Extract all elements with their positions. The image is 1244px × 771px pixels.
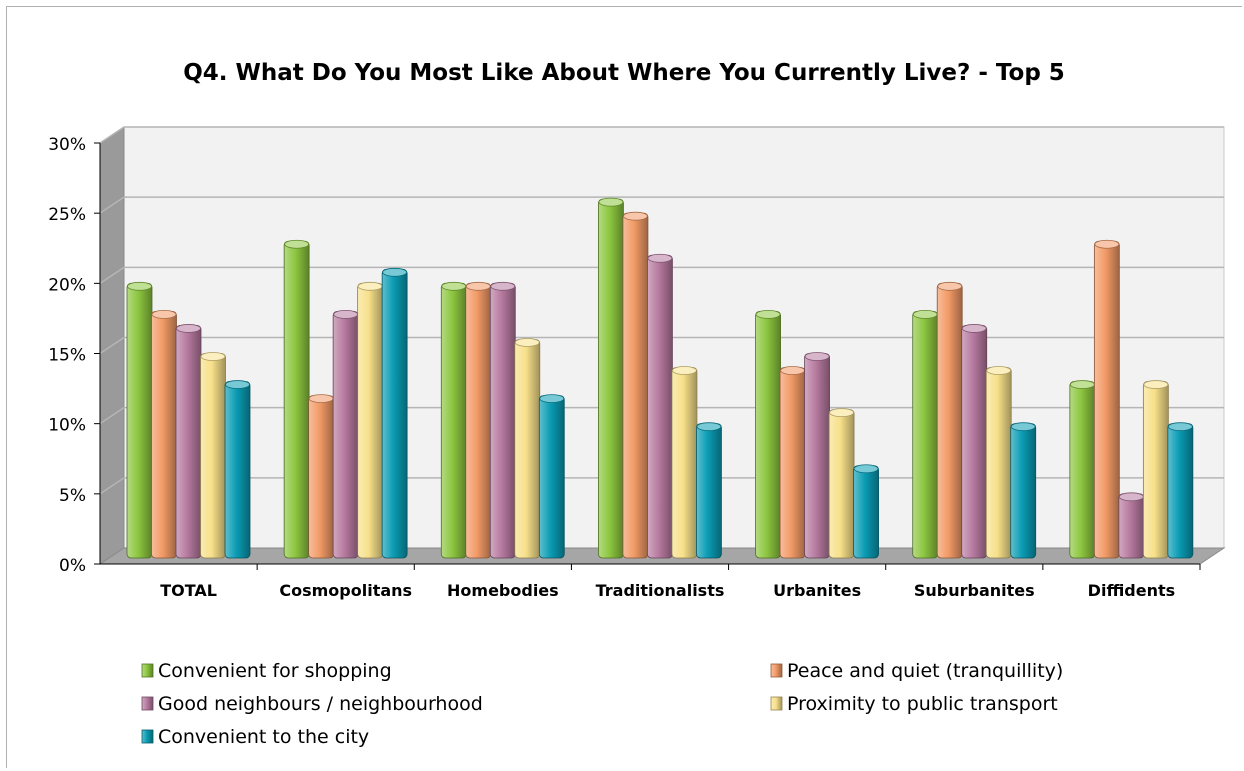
bar-total-5 <box>224 380 251 559</box>
y-tick-label: 5% <box>59 486 86 506</box>
legend-item-5: Convenient to the city <box>141 726 369 748</box>
bar-diffidents-4 <box>1142 380 1169 559</box>
x-tick-label: TOTAL <box>160 581 217 600</box>
y-tick-label: 10% <box>48 416 86 436</box>
bar-urbanites-1 <box>755 309 781 559</box>
y-tick-label: 0% <box>59 556 86 576</box>
legend-label: Good neighbours / neighbourhood <box>158 693 483 715</box>
bar-suburbanites-3 <box>961 324 988 559</box>
bar-homebodies-2 <box>465 281 492 559</box>
legend-label: Peace and quiet (tranquillity) <box>787 660 1063 682</box>
bar-cosmopolitans-3 <box>332 309 359 559</box>
legend-label: Convenient for shopping <box>158 660 392 682</box>
chart-frame <box>6 6 1242 768</box>
bar-homebodies-5 <box>538 394 565 559</box>
legend-swatch <box>770 663 783 678</box>
bar-cosmopolitans-4 <box>357 281 384 559</box>
y-tick-label: 25% <box>48 205 86 225</box>
bar-total-4 <box>200 352 226 559</box>
y-tick-label: 15% <box>48 346 86 366</box>
bar-total-3 <box>175 324 202 559</box>
bar-homebodies-3 <box>489 281 516 559</box>
gridline-side <box>99 196 125 214</box>
bar-homebodies-1 <box>440 281 467 559</box>
x-tick-label: Suburbanites <box>914 581 1035 600</box>
legend-swatch <box>141 663 154 678</box>
gridline-side <box>99 266 125 284</box>
bar-urbanites-4 <box>828 408 855 559</box>
legend-swatch <box>141 729 154 744</box>
legend-swatch <box>770 696 783 711</box>
bar-traditionalists-1 <box>598 197 624 559</box>
legend-item-3: Good neighbours / neighbourhood <box>141 693 483 715</box>
bar-suburbanites-5 <box>1010 422 1037 559</box>
bar-suburbanites-2 <box>936 281 963 559</box>
x-tick-label: Traditionalists <box>596 581 725 600</box>
bar-cosmopolitans-1 <box>283 239 310 559</box>
gridline-side <box>99 407 125 425</box>
x-tick-label: Homebodies <box>447 581 559 600</box>
bar-suburbanites-4 <box>985 366 1012 559</box>
bar-urbanites-2 <box>779 366 806 559</box>
bar-diffidents-3 <box>1118 492 1145 559</box>
bar-urbanites-3 <box>804 352 830 559</box>
x-tick-label: Diffidents <box>1088 581 1175 600</box>
bar-traditionalists-4 <box>671 366 698 559</box>
bar-homebodies-4 <box>514 338 541 559</box>
legend-item-1: Convenient for shopping <box>141 660 392 682</box>
legend: Convenient for shopping Peace and quiet (… <box>141 660 1063 748</box>
legend-swatch <box>141 696 154 711</box>
legend-item-4: Proximity to public transport <box>770 693 1058 715</box>
y-tick-label: 20% <box>48 275 86 295</box>
bar-traditionalists-5 <box>696 422 722 559</box>
legend-label: Convenient to the city <box>158 726 369 748</box>
chart-title: Q4. What Do You Most Like About Where Yo… <box>183 60 1065 86</box>
bar-suburbanites-1 <box>912 309 939 559</box>
bar-total-2 <box>151 309 177 559</box>
bar-traditionalists-3 <box>647 253 673 559</box>
gridline-side <box>99 126 125 144</box>
bar-diffidents-1 <box>1069 380 1096 559</box>
x-tick-label: Cosmopolitans <box>279 581 412 600</box>
legend-item-2: Peace and quiet (tranquillity) <box>770 660 1063 682</box>
bar-urbanites-5 <box>853 464 879 559</box>
bars-group <box>126 197 1194 559</box>
bar-cosmopolitans-2 <box>308 394 335 559</box>
x-axis-labels: TOTAL Cosmopolitans Homebodies Traditionali… <box>160 564 1201 600</box>
gridline-side <box>99 336 125 355</box>
legend-label: Proximity to public transport <box>787 693 1058 715</box>
bar-cosmopolitans-5 <box>381 267 408 559</box>
bar-diffidents-2 <box>1093 239 1120 559</box>
x-tick-label: Urbanites <box>773 581 861 600</box>
bar-diffidents-5 <box>1167 422 1194 559</box>
bar-traditionalists-2 <box>622 211 649 559</box>
y-tick-label: 30% <box>48 135 86 155</box>
gridline-side <box>99 477 125 495</box>
bar-total-1 <box>126 281 153 559</box>
